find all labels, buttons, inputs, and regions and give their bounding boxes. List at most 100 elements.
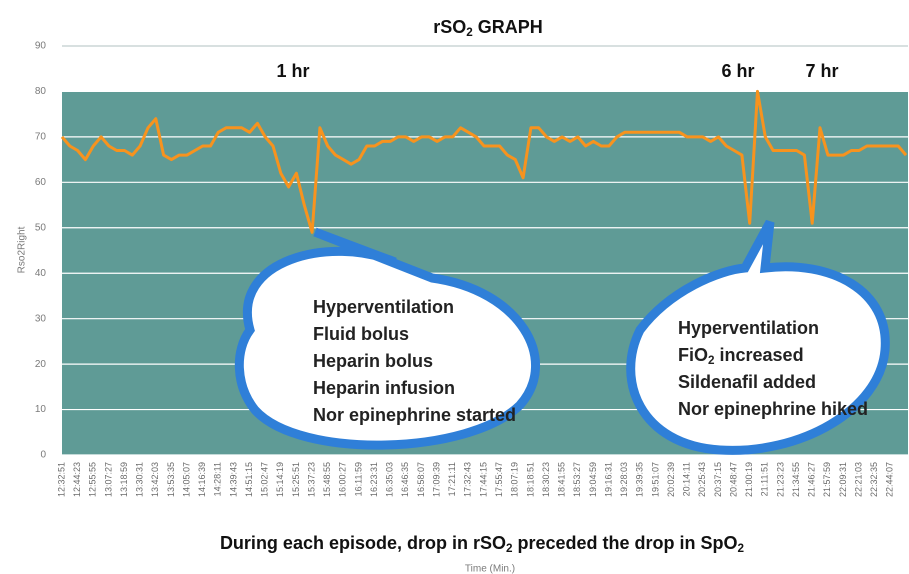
y-tick-label: 30 [35,313,47,324]
x-tick-label: 14:28:11 [213,462,223,496]
annotation: 7 hr [805,61,838,81]
x-tick-label: 17:32:43 [463,462,473,497]
y-axis-label: Rso2Right [17,226,28,273]
y-tick-label: 80 [35,86,47,97]
x-tick-label: 17:09:39 [431,462,441,497]
x-tick-label: 13:30:31 [135,462,145,497]
callout-line: Hyperventilation [313,297,454,317]
callout-bubble [626,219,890,455]
x-tick-label: 22:44:07 [885,462,895,497]
callout-line: FiO2 increased [678,345,804,367]
x-tick-label: 19:51:07 [650,462,660,497]
x-tick-label: 15:48:55 [322,462,332,497]
y-tick-label: 70 [35,132,47,143]
x-tick-label: 21:46:27 [807,462,817,497]
callout-line: Fluid bolus [313,324,409,344]
x-tick-label: 13:07:27 [103,462,113,497]
annotation: 1 hr [276,61,309,81]
annotation: 6 hr [721,61,754,81]
x-tick-label: 15:14:19 [275,462,285,497]
x-axis-label: Time (Min.) [465,564,515,574]
x-tick-label: 20:14:11 [682,462,692,496]
text-part: FiO [678,345,708,365]
y-tick-label: 40 [35,268,47,279]
x-tick-label: 16:23:31 [369,462,379,497]
x-tick-label: 18:41:55 [557,462,567,497]
callout-line: Hyperventilation [678,318,819,338]
callout-line: Nor epinephrine started [313,405,516,425]
x-tick-label: 20:48:47 [728,462,738,497]
text-part: Nor epinephrine started [313,405,516,425]
x-tick-label: 20:02:39 [666,462,676,497]
y-tick-label: 90 [35,41,47,52]
x-tick-label: 16:11:59 [353,462,363,496]
x-tick-label: 15:37:23 [306,462,316,497]
x-tick-label: 14:16:39 [197,462,207,497]
x-tick-label: 17:21:11 [447,462,457,496]
x-tick-label: 22:09:31 [838,462,848,497]
y-tick-label: 10 [35,404,47,415]
text-part: Sildenafil added [678,372,816,392]
x-tick-label: 12:32:51 [56,462,66,497]
x-tick-label: 21:57:59 [822,462,832,497]
text-part: Hyperventilation [678,318,819,338]
series-line [60,89,908,234]
x-tick-label: 18:07:19 [510,462,520,497]
subscript: 2 [738,542,745,555]
text-part: GRAPH [473,17,543,37]
x-tick-label: 13:53:35 [166,462,176,497]
x-tick-label: 17:55:47 [494,462,504,497]
x-tick-label: 18:53:27 [572,462,582,497]
x-tick-label: 14:05:07 [181,462,191,497]
text-part: rSO [433,17,466,37]
footer-note: During each episode, drop in rSO2 preced… [220,533,745,555]
callout-line: Heparin bolus [313,351,433,371]
x-tick-label: 15:02:47 [260,462,270,497]
text-part: Hyperventilation [313,297,454,317]
text-part: Heparin infusion [313,378,455,398]
y-tick-label: 20 [35,359,47,370]
x-tick-label: 16:58:07 [416,462,426,497]
y-tick-label: 60 [35,177,47,188]
x-tick-label: 20:25:43 [697,462,707,497]
callout-line: Heparin infusion [313,378,455,398]
x-tick-label: 14:39:43 [228,462,238,497]
text-part: Heparin bolus [313,351,433,371]
text-part: During each episode, drop in rSO [220,533,506,553]
x-tick-label: 22:21:03 [853,462,863,497]
x-tick-label: 14:51:15 [244,462,254,497]
callout-line: Nor epinephrine hiked [678,399,868,419]
x-tick-label: 13:18:59 [119,462,129,497]
x-tick-label: 20:37:15 [713,462,723,497]
series [60,89,908,234]
x-tick-label: 12:44:23 [72,462,82,497]
x-tick-label: 21:00:19 [744,462,754,497]
y-tick-label: 0 [40,450,46,461]
callout-line: Sildenafil added [678,372,816,392]
text-part: preceded the drop in SpO [513,533,738,553]
x-tick-label: 21:11:51 [760,462,770,496]
text-part: Nor epinephrine hiked [678,399,868,419]
x-tick-label: 22:32:35 [869,462,879,497]
footer-box [62,525,908,574]
callout-bubble [234,227,540,450]
subscript: 2 [506,542,513,555]
chart-title: rSO2 GRAPH [433,17,543,39]
text-part: increased [715,345,804,365]
x-tick-label: 13:42:03 [150,462,160,497]
y-tick-label: 50 [35,222,47,233]
x-tick-label: 21:23:23 [775,462,785,497]
x-tick-label: 17:44:15 [478,462,488,497]
x-tick-label: 16:00:27 [338,462,348,497]
callouts: Hyperventilation Fluid bolus Heparin bolus… [234,219,890,455]
x-tick-label: 16:35:03 [385,462,395,497]
text-part: Fluid bolus [313,324,409,344]
subscript: 2 [466,26,473,39]
subscript: 2 [708,354,715,367]
x-tick-label: 19:39:35 [635,462,645,497]
x-tick-label: 18:30:23 [541,462,551,497]
x-tick-label: 15:25:51 [291,462,301,497]
x-tick-label: 18:18:51 [525,462,535,497]
x-tick-label: 19:28:03 [619,462,629,497]
